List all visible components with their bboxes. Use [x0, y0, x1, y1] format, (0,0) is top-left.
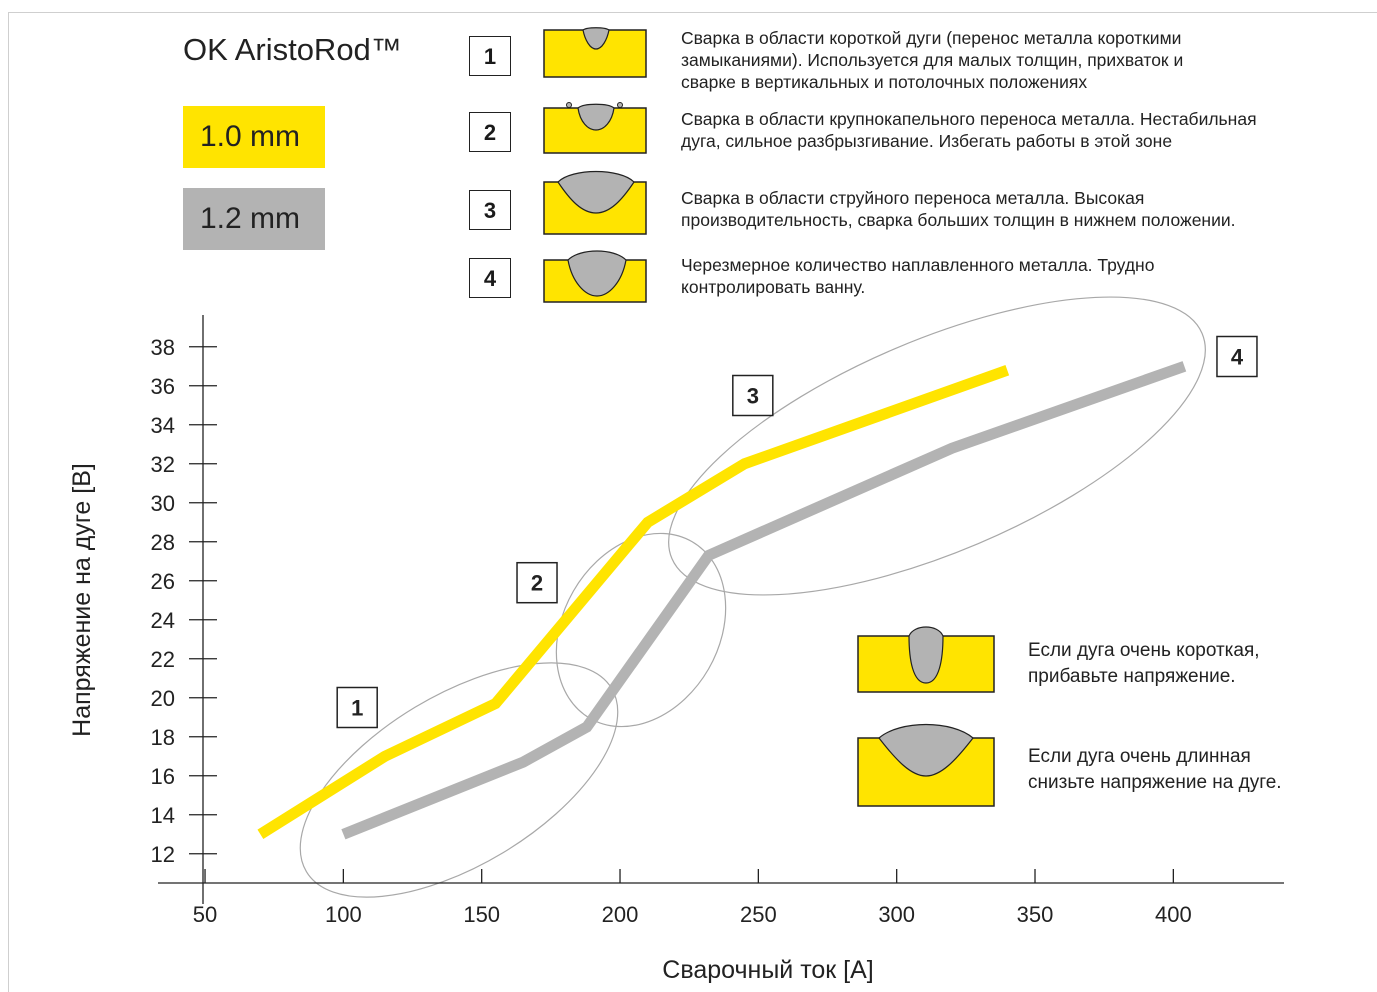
zone-label-box-1	[336, 686, 378, 729]
x-tick-label: 100	[325, 902, 362, 927]
y-tick-label: 36	[151, 374, 175, 399]
x-tick-label: 300	[878, 902, 915, 927]
series-line-12mm	[341, 361, 1187, 840]
bead-icon-region-3	[543, 170, 647, 235]
frame-top-border	[8, 12, 1377, 13]
bead-icon-region-4	[543, 250, 647, 303]
zone-ellipse-3	[668, 296, 1206, 596]
desc-line: Черезмерное количество наплавленного мет…	[681, 255, 1155, 275]
y-tick-label: 16	[151, 764, 175, 789]
zone-label-box-2	[516, 561, 558, 604]
region-number-1: 1	[469, 36, 511, 76]
desc-line: сварке в вертикальных и потолочных полож…	[681, 72, 1088, 92]
region-description-4: Черезмерное количество наплавленного мет…	[681, 254, 1154, 298]
bead-icon-region-1	[543, 27, 647, 78]
wide-flat-bead-icon	[857, 724, 995, 807]
tip-line: Если дуга очень длинная	[1028, 746, 1251, 767]
y-tick-label: 14	[151, 803, 175, 828]
tip-line: прибавьте напряжение.	[1028, 666, 1236, 687]
desc-line: производительность, сварка больших толщи…	[681, 210, 1236, 230]
region-number-2: 2	[469, 112, 511, 152]
region-number-4: 4	[469, 258, 511, 298]
x-tick-label: 200	[602, 902, 639, 927]
x-tick-label: 350	[1017, 902, 1054, 927]
x-tick-label: 150	[463, 902, 500, 927]
chart-series	[257, 361, 1187, 840]
desc-line: Сварка в области струйного переноса мета…	[681, 188, 1145, 208]
legend-item-1-2mm: 1.2 mm	[183, 188, 325, 250]
narrow-tall-bead-icon	[857, 626, 995, 693]
desc-line: контролировать ванну.	[681, 277, 866, 297]
y-tick-label: 22	[151, 647, 175, 672]
y-tick-label: 26	[151, 569, 175, 594]
desc-line: дуга, сильное разбрызгивание. Избегать р…	[681, 131, 1173, 151]
region-description-2: Сварка в области крупнокапельного перено…	[681, 108, 1257, 152]
region-description-3: Сварка в области струйного переноса мета…	[681, 187, 1236, 231]
x-tick-label: 250	[740, 902, 777, 927]
zone-label-4: 4	[1231, 345, 1244, 370]
y-tick-label: 34	[151, 413, 175, 438]
x-tick-label: 400	[1155, 902, 1192, 927]
region-number-3: 3	[469, 190, 511, 230]
zone-label-2: 2	[531, 571, 543, 596]
bead-icon-region-2	[543, 102, 647, 154]
y-tick-label: 12	[151, 842, 175, 867]
y-tick-label: 20	[151, 686, 175, 711]
y-tick-label: 30	[151, 491, 175, 516]
tip-line: Если дуга очень короткая,	[1028, 640, 1260, 661]
y-tick-label: 28	[151, 530, 175, 555]
desc-line: Сварка в области крупнокапельного перено…	[681, 109, 1257, 129]
y-tick-label: 38	[151, 335, 175, 360]
region-description-1: Сварка в области короткой дуги (перенос …	[681, 27, 1183, 93]
tip-long-arc: Если дуга очень длинная снизьте напряжен…	[1028, 744, 1282, 796]
frame-left-border	[8, 12, 9, 992]
zone-label-box-3	[732, 374, 774, 417]
tip-line: снизьте напряжение на дуге.	[1028, 772, 1282, 793]
series-line-10mm	[257, 365, 1010, 839]
y-tick-label: 18	[151, 725, 175, 750]
legend-item-1-0mm: 1.0 mm	[183, 106, 325, 168]
x-axis-title: Сварочный ток [А]	[662, 956, 873, 984]
chart-title: OK AristoRod™	[183, 32, 402, 67]
x-tick-label: 50	[193, 902, 217, 927]
zone-label-box-4	[1216, 335, 1258, 378]
chart-axes: 50 100 150 200 250 300 350 40012141618202224262…	[68, 315, 1284, 984]
zone-ellipse-1	[299, 662, 619, 898]
chart-zone-labels: 1 2 3 4	[336, 335, 1258, 729]
desc-line: замыканиями). Используется для малых тол…	[681, 50, 1184, 70]
y-axis-title: Напряжение на дуге [В]	[68, 463, 96, 737]
tip-short-arc: Если дуга очень короткая, прибавьте напр…	[1028, 638, 1260, 690]
zone-label-3: 3	[747, 384, 759, 409]
zone-label-1: 1	[351, 696, 363, 721]
y-tick-label: 24	[151, 608, 175, 633]
desc-line: Сварка в области короткой дуги (перенос …	[681, 28, 1182, 48]
y-tick-label: 32	[151, 452, 175, 477]
